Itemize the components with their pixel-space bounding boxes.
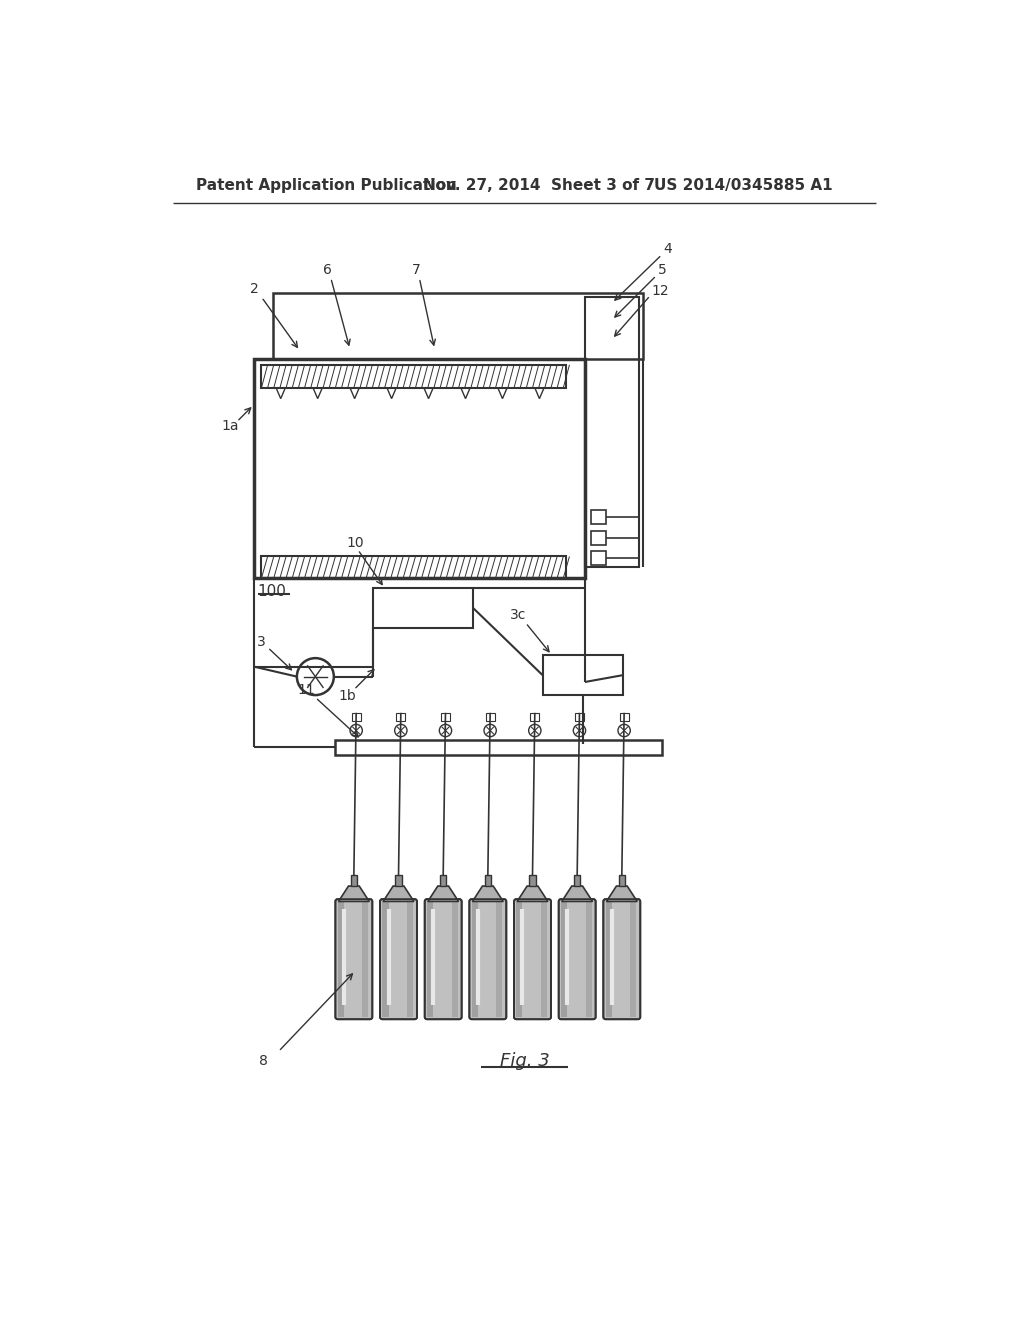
Bar xyxy=(529,875,536,886)
Text: 11: 11 xyxy=(298,682,315,697)
Text: 1a: 1a xyxy=(221,420,239,433)
Bar xyxy=(485,713,495,721)
Bar xyxy=(591,511,606,524)
Bar xyxy=(396,713,406,721)
Bar xyxy=(586,902,592,1016)
Bar xyxy=(618,875,625,886)
Polygon shape xyxy=(339,886,370,902)
Polygon shape xyxy=(472,886,503,902)
Bar xyxy=(338,902,344,1016)
Text: 3c: 3c xyxy=(510,609,526,622)
FancyBboxPatch shape xyxy=(336,899,373,1019)
Bar xyxy=(591,531,606,545)
Bar xyxy=(472,902,478,1016)
Bar xyxy=(591,552,606,565)
Polygon shape xyxy=(606,886,637,902)
Text: 3: 3 xyxy=(257,635,265,649)
Bar xyxy=(351,713,360,721)
Bar xyxy=(427,902,433,1016)
Bar xyxy=(407,902,413,1016)
FancyBboxPatch shape xyxy=(469,899,506,1019)
Bar xyxy=(541,902,547,1016)
Bar xyxy=(273,293,643,359)
Text: 10: 10 xyxy=(346,536,364,550)
Polygon shape xyxy=(517,886,548,902)
FancyBboxPatch shape xyxy=(603,899,640,1019)
Polygon shape xyxy=(562,886,593,902)
FancyBboxPatch shape xyxy=(514,899,551,1019)
Bar xyxy=(395,875,401,886)
Bar xyxy=(574,713,584,721)
Bar xyxy=(351,875,357,886)
Bar xyxy=(516,902,522,1016)
Bar xyxy=(373,589,473,628)
Text: 2: 2 xyxy=(250,282,259,296)
Bar xyxy=(605,902,611,1016)
Text: 1b: 1b xyxy=(339,689,356,702)
Bar xyxy=(530,713,540,721)
Polygon shape xyxy=(428,886,459,902)
Bar xyxy=(382,902,388,1016)
Bar xyxy=(484,875,490,886)
Bar xyxy=(441,713,451,721)
Text: 6: 6 xyxy=(323,263,332,277)
Bar xyxy=(254,359,585,578)
Text: Nov. 27, 2014  Sheet 3 of 7: Nov. 27, 2014 Sheet 3 of 7 xyxy=(423,178,655,193)
Text: Fig. 3: Fig. 3 xyxy=(500,1052,550,1069)
Bar xyxy=(261,557,565,578)
FancyBboxPatch shape xyxy=(380,899,417,1019)
Bar xyxy=(335,739,662,755)
Text: 4: 4 xyxy=(664,243,672,256)
Text: 5: 5 xyxy=(658,263,667,277)
Bar xyxy=(620,713,629,721)
Bar xyxy=(631,902,637,1016)
FancyBboxPatch shape xyxy=(425,899,462,1019)
Text: 100: 100 xyxy=(258,583,287,599)
Bar xyxy=(362,902,369,1016)
Bar xyxy=(440,875,446,886)
Text: Patent Application Publication: Patent Application Publication xyxy=(196,178,457,193)
Text: 7: 7 xyxy=(412,263,421,277)
Bar xyxy=(497,902,503,1016)
Bar xyxy=(585,297,639,566)
Polygon shape xyxy=(383,886,414,902)
Text: US 2014/0345885 A1: US 2014/0345885 A1 xyxy=(654,178,833,193)
FancyBboxPatch shape xyxy=(559,899,596,1019)
Text: 8: 8 xyxy=(259,1053,268,1068)
Bar xyxy=(261,364,565,388)
Bar xyxy=(543,655,624,696)
Bar xyxy=(574,875,581,886)
Text: 12: 12 xyxy=(652,284,670,298)
Bar xyxy=(561,902,567,1016)
Bar xyxy=(452,902,458,1016)
